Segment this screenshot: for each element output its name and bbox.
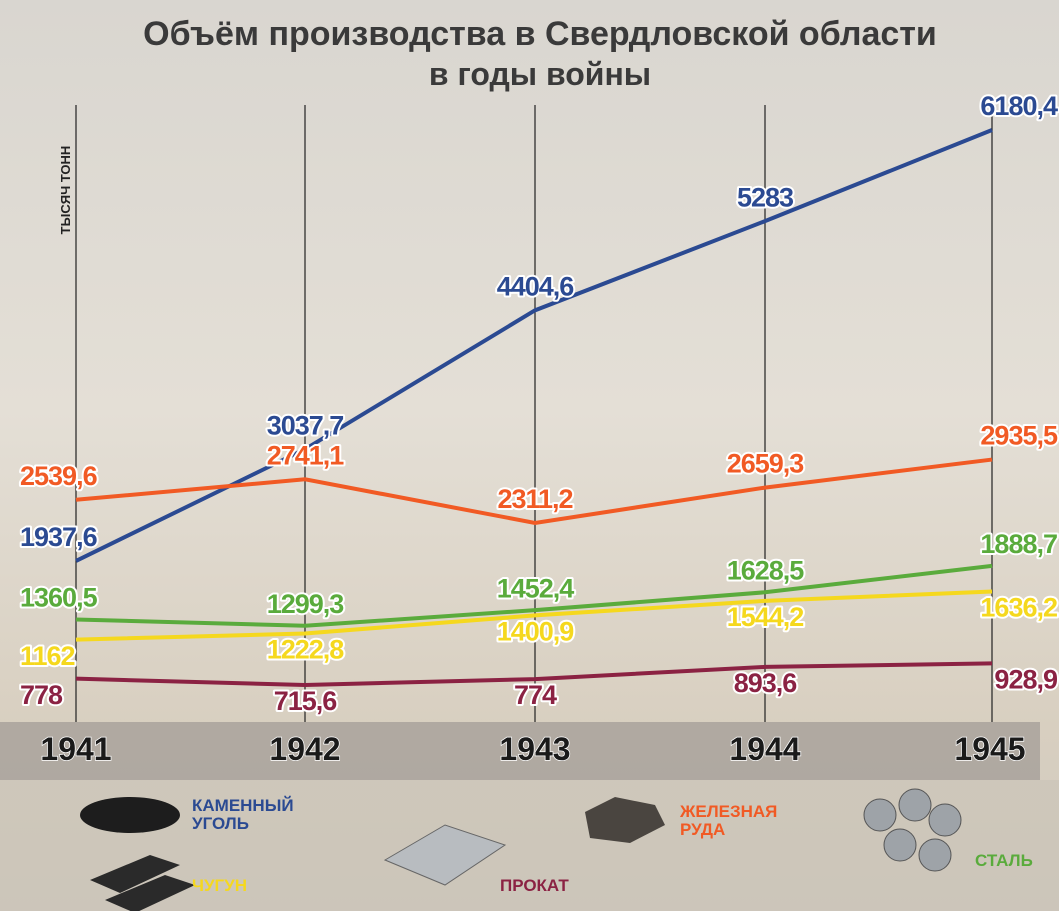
data-label: 4404,6: [497, 271, 575, 301]
data-label: 928,9: [994, 664, 1058, 694]
data-label: 6180,4: [980, 91, 1058, 121]
data-label: 5283: [737, 182, 794, 212]
y-axis-label: ТЫСЯЧ ТОНН: [58, 146, 73, 235]
legend-item: ЧУГУН: [192, 877, 312, 895]
data-label: 1452,4: [497, 573, 575, 603]
x-tick-label: 1942: [269, 731, 340, 767]
data-label: 1937,6: [20, 522, 98, 552]
data-label: 1636,2: [980, 593, 1057, 623]
legend-item: КАМЕННЫЙ УГОЛЬ: [192, 797, 312, 833]
x-tick-label: 1944: [729, 731, 800, 767]
x-tick-label: 1941: [40, 731, 111, 767]
data-label: 1628,5: [727, 555, 805, 585]
data-label: 1162: [20, 641, 75, 671]
data-label: 893,6: [734, 668, 798, 698]
data-label: 715,6: [274, 686, 338, 716]
data-label: 2741,1: [267, 440, 345, 470]
data-label: 1360,5: [20, 583, 98, 613]
chart-title: Объём производства в Свердловской област…: [143, 15, 937, 53]
legend-item: ЖЕЛЕЗНАЯ РУДА: [680, 803, 800, 839]
data-label: 1222,8: [267, 635, 345, 665]
x-tick-label: 1943: [499, 731, 570, 767]
data-label: 774: [514, 680, 557, 710]
legend-item: СТАЛЬ: [975, 852, 1059, 870]
icon-coal: [80, 797, 180, 833]
data-label: 3037,7: [267, 410, 344, 440]
data-label: 2539,6: [20, 461, 98, 491]
data-label: 778: [20, 680, 63, 710]
legend-item: ПРОКАТ: [500, 877, 620, 895]
data-label: 2311,2: [497, 484, 572, 514]
data-label: 1400,9: [497, 617, 575, 647]
data-label: 2935,5: [980, 421, 1058, 451]
infographic: Объём производства в Свердловской област…: [0, 0, 1059, 911]
x-tick-label: 1945: [954, 731, 1025, 767]
chart: Объём производства в Свердловской област…: [0, 0, 1059, 911]
data-label: 1544,2: [727, 602, 804, 632]
data-label: 2659,3: [727, 449, 805, 479]
data-label: 1299,3: [267, 589, 345, 619]
data-label: 1888,7: [980, 529, 1057, 559]
chart-subtitle: в годы войны: [429, 56, 651, 92]
